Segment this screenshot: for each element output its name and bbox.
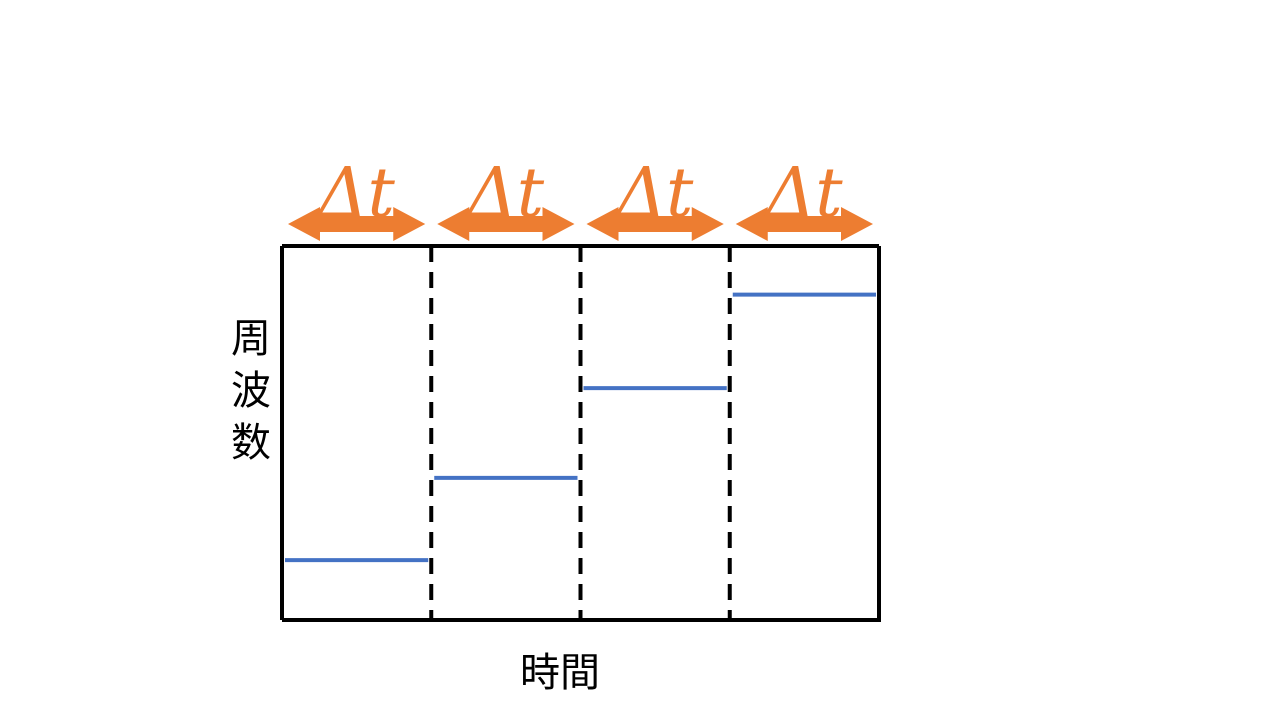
y-axis-label: 周波数 bbox=[231, 316, 271, 466]
x-axis-label: 時間 bbox=[520, 650, 600, 696]
interval-label-2: Δt bbox=[465, 154, 545, 233]
y-axis-label-char: 周 bbox=[231, 316, 271, 362]
interval-arrows bbox=[288, 207, 873, 241]
interval-arrow-2 bbox=[437, 207, 575, 241]
y-axis-label-char: 数 bbox=[231, 420, 271, 466]
y-axis-label-char: 波 bbox=[231, 368, 271, 414]
interval-arrow-4 bbox=[735, 207, 873, 241]
frequency-steps bbox=[285, 292, 876, 563]
interval-label-3: Δt bbox=[614, 154, 694, 233]
interval-arrow-1 bbox=[288, 207, 426, 241]
interval-arrow-3 bbox=[586, 207, 724, 241]
interval-label-1: Δt bbox=[315, 154, 395, 233]
interval-labels: Δt Δt Δt Δt bbox=[315, 154, 843, 233]
interval-label-4: Δt bbox=[763, 154, 843, 233]
interval-dividers bbox=[429, 246, 732, 620]
